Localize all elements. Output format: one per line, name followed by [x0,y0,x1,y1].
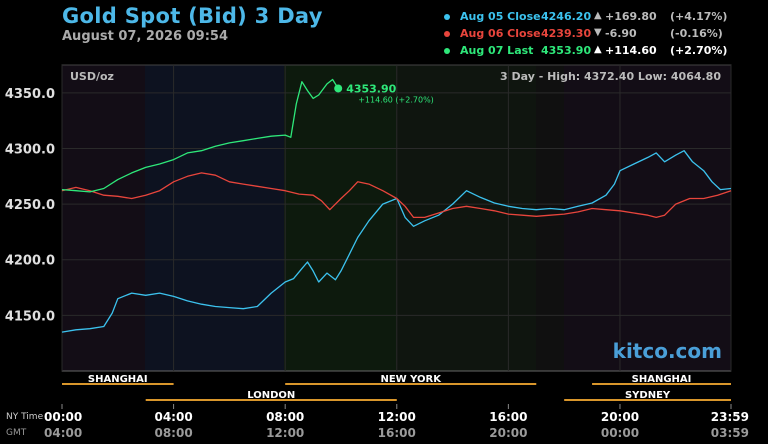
x-tick-label-gmt: 00:00 [601,426,639,440]
x-tick-label-gmt: 16:00 [378,426,416,440]
x-tick-label-ny: 16:00 [489,410,527,424]
x-tick-label-gmt: 12:00 [266,426,304,440]
x-tick-label-gmt: 20:00 [489,426,527,440]
kitco-watermark: kitco.com [613,339,722,363]
session-label: SHANGHAI [632,374,692,385]
session-bar [592,383,731,385]
x-tick-label-gmt: 04:00 [44,426,82,440]
legend-value: 4353.90 [541,44,592,57]
chart-date: August 07, 2026 09:54 [62,29,228,44]
x-tick-label-gmt: 08:00 [154,426,192,440]
legend-change: +114.60 [605,44,657,57]
legend-label: Aug 07 Last [460,44,534,57]
y-tick-label: 4300.0 [5,142,55,157]
legend-percent: (+2.70%) [670,44,728,57]
legend-label: Aug 05 Close [460,10,541,23]
legend-arrow: ▲ [594,10,602,21]
series-line [61,150,732,333]
unit-label: USD/oz [70,70,114,83]
session-shade-london [145,65,284,371]
legend-arrow: ▼ [594,27,602,38]
ny-time-label: NY Time [6,412,44,422]
session-shade-asia-2 [564,65,731,371]
x-tick-label-ny: 04:00 [154,410,192,424]
session-label: NEW YORK [380,374,442,385]
x-tick-label-ny: 08:00 [266,410,304,424]
y-tick-label: 4150.0 [5,309,55,324]
session-shade-asia-1 [62,65,145,371]
session-shade-overlap [284,65,396,371]
legend-dot [444,14,450,20]
legend-percent: (+4.17%) [670,10,728,23]
session-bar [145,399,397,401]
session-shade-gap [536,65,564,371]
session-bar [564,399,731,401]
legend-change: -6.90 [605,27,637,40]
x-tick-label-ny: 12:00 [378,410,416,424]
y-axis: 4350.0 4300.0 4250.0 4200.0 4150.0 [5,87,55,325]
y-tick-label: 4200.0 [5,254,55,269]
session-bars: SHANGHAI NEW YORK SHANGHAI LONDON SYDNEY [62,374,731,401]
session-label: SYDNEY [625,390,671,401]
grid-lines [61,65,732,371]
session-label: SHANGHAI [88,374,148,385]
series-line [61,172,732,219]
last-change-label: +114.60 (+2.70%) [358,95,434,104]
chart-title: Gold Spot (Bid) 3 Day [62,4,323,28]
x-tick-label-gmt: 03:59 [711,426,749,440]
y-tick-label: 4350.0 [5,87,55,102]
legend-change: +169.80 [605,10,657,23]
last-price-label: 4353.90 [346,82,396,95]
y-tick-label: 4250.0 [5,198,55,213]
session-bar [285,383,537,385]
session-bar [62,383,174,385]
legend-percent: (-0.16%) [670,27,723,40]
legend-value: 4246.20 [541,10,592,23]
series-line [61,78,339,193]
x-tick-label-ny: 00:00 [44,410,82,424]
x-tick-label-ny: 20:00 [601,410,639,424]
legend-label: Aug 06 Close [460,27,541,40]
session-label: LONDON [247,390,295,401]
legend-value: 4239.30 [541,27,592,40]
x-tick-label-ny: 23:59 [711,410,749,424]
last-point-marker: 4353.90+114.60 (+2.70%) [334,82,434,104]
last-point-dot [334,84,343,93]
gmt-label: GMT [6,428,27,438]
legend-dot [444,48,450,54]
legend-dot [444,31,450,37]
series-lines [61,78,732,333]
legend-arrow: ▲ [594,44,602,55]
x-axis: NY Time GMT 00:00 04:00 04:00 08:00 08:00 12:00… [6,404,749,440]
range-label: 3 Day - High: 4372.40 Low: 4064.80 [500,70,721,83]
